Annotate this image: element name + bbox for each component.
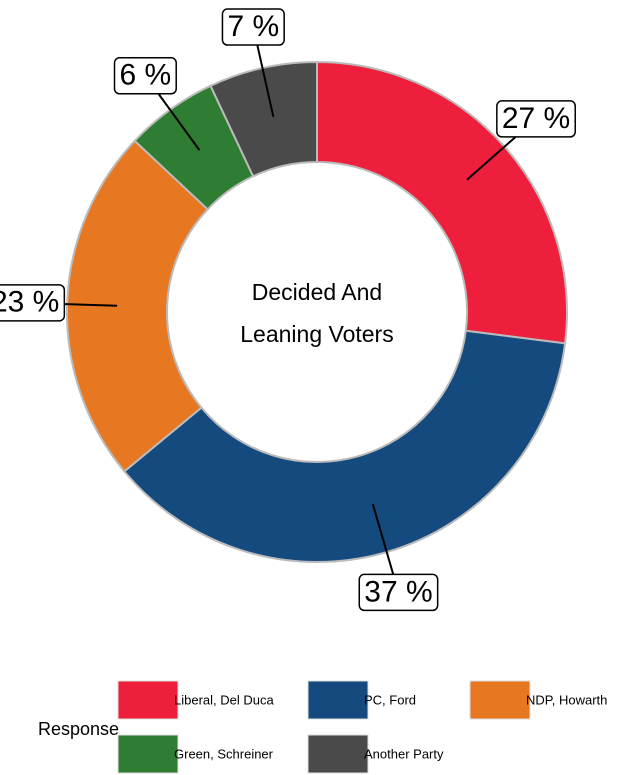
label-box	[221, 8, 285, 46]
leader-line	[154, 88, 201, 151]
data-label: 23 %	[0, 284, 66, 322]
legend-swatch	[307, 734, 369, 774]
data-label-text: 27 %	[502, 102, 570, 135]
data-label: 7 %	[221, 8, 285, 46]
legend-label: Green, Schreiner	[174, 746, 274, 761]
legend-label: Liberal, Del Duca	[174, 692, 274, 707]
data-label-text: 23 %	[0, 286, 59, 319]
slice	[122, 329, 567, 563]
legend-title: Response	[38, 719, 119, 739]
center-label: Decided And	[252, 279, 382, 305]
data-label-text: 6 %	[120, 59, 172, 92]
label-box	[358, 573, 439, 612]
data-label: 27 %	[496, 100, 576, 138]
leader-line	[371, 503, 395, 577]
label-box	[0, 284, 66, 322]
data-label-text: 37 %	[364, 575, 432, 608]
center-label: Leaning Voters	[240, 321, 393, 347]
legend-swatch	[469, 680, 531, 720]
leader-line	[466, 129, 524, 181]
data-label: 37 %	[358, 573, 439, 612]
legend-swatch	[117, 680, 179, 720]
slice	[316, 60, 568, 345]
data-label: 6 %	[113, 57, 177, 95]
label-box	[113, 57, 177, 95]
legend-swatch	[117, 734, 179, 774]
slice	[209, 60, 318, 178]
legend-label: PC, Ford	[364, 692, 416, 707]
data-label-text: 7 %	[227, 10, 279, 43]
legend-label: Another Party	[364, 746, 444, 761]
legend-label: NDP, Howarth	[526, 692, 607, 707]
leader-line	[256, 43, 275, 118]
slice	[66, 139, 210, 473]
label-box	[496, 100, 576, 138]
legend-swatch	[307, 680, 369, 720]
